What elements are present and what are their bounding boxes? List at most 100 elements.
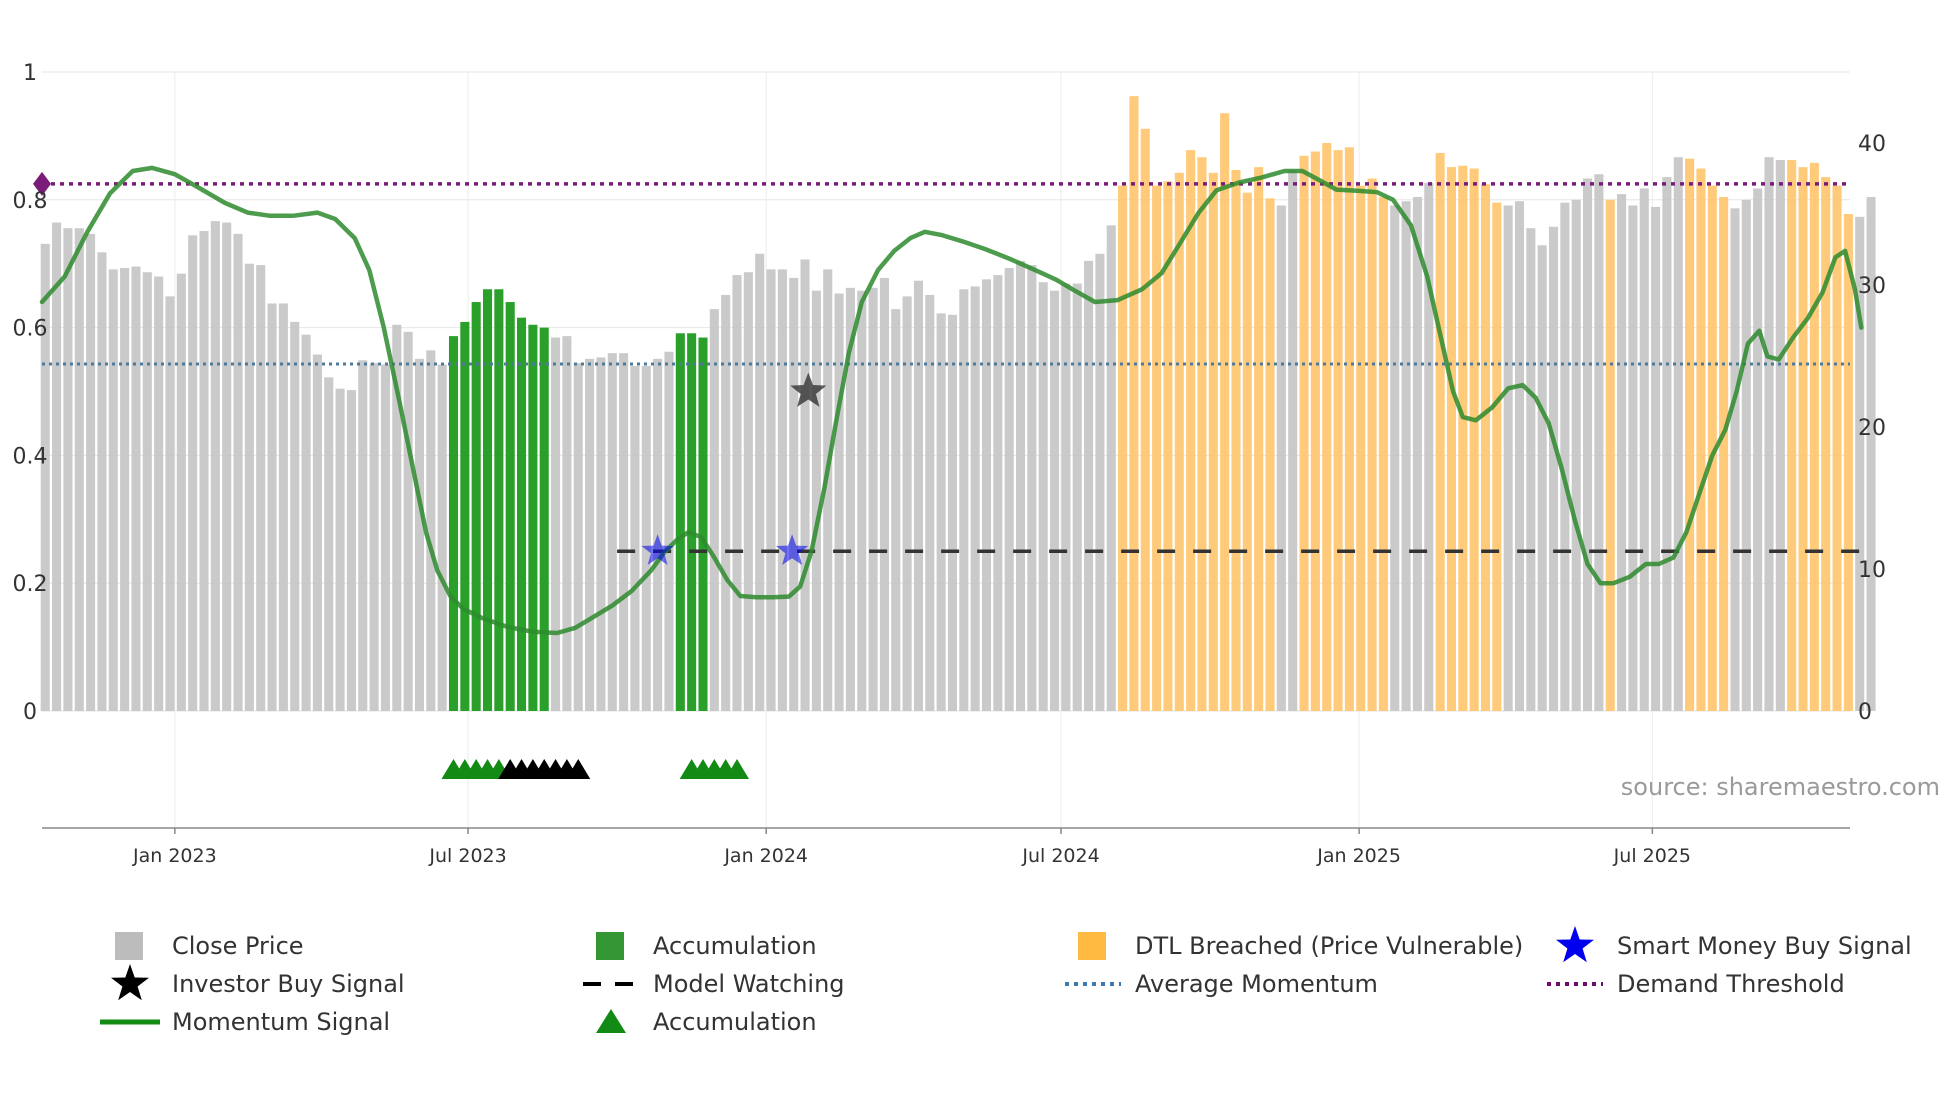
close-price-bar	[1015, 260, 1026, 711]
close-price-bar	[108, 269, 118, 711]
close-price-bar	[879, 277, 889, 711]
legend-label: DTL Breached (Price Vulnerable)	[1135, 932, 1523, 960]
close-price-bar	[210, 221, 220, 711]
close-price-bar	[1526, 228, 1536, 711]
close-price-bar	[1038, 282, 1048, 711]
close-price-bar	[562, 336, 572, 711]
close-price-bar	[1242, 192, 1252, 711]
close-price-bar	[1639, 188, 1649, 711]
close-price-bar	[1027, 265, 1037, 711]
close-price-bar	[460, 321, 470, 711]
close-price-bar	[721, 294, 731, 711]
investor-buy-star	[790, 372, 827, 407]
y-left-tick-label: 0.8	[13, 189, 48, 214]
y-left-tick-label: 1	[23, 61, 37, 86]
close-price-bar	[1344, 147, 1354, 711]
close-price-bar	[1197, 157, 1207, 711]
close-price-bar	[811, 290, 821, 711]
close-price-bar	[857, 290, 867, 711]
close-price-bar	[290, 321, 300, 711]
close-price-bar	[1004, 267, 1014, 711]
y-right-tick-label: 40	[1858, 132, 1886, 157]
legend: Close Price Accumulation DTL Breached (Pri…	[100, 926, 1912, 1036]
close-price-bar	[1560, 202, 1570, 711]
close-price-bar	[86, 233, 96, 711]
close-price-bar	[392, 324, 402, 711]
close-price-bar	[1492, 202, 1502, 711]
close-price-bar	[1583, 178, 1593, 711]
close-price-bar	[1798, 167, 1808, 711]
legend-label: Investor Buy Signal	[172, 970, 405, 998]
smart-money-buy-star	[641, 534, 674, 565]
y-left-tick-label: 0.6	[13, 317, 48, 342]
close-price-bar	[358, 360, 368, 711]
legend-item: Accumulation	[596, 1008, 817, 1036]
legend-label: Demand Threshold	[1617, 970, 1845, 998]
close-price-bar	[1673, 157, 1683, 711]
close-price-bar	[823, 269, 833, 711]
close-price-bar	[777, 269, 787, 711]
legend-item: DTL Breached (Price Vulnerable)	[1078, 932, 1523, 960]
source-label: source: sharemaestro.com	[1621, 773, 1940, 801]
close-price-bar	[573, 363, 583, 711]
reference-lines	[33, 171, 1862, 553]
close-price-bar	[1140, 128, 1150, 712]
legend-label: Smart Money Buy Signal	[1617, 932, 1912, 960]
close-price-bar	[63, 228, 73, 711]
legend-item: Demand Threshold	[1547, 970, 1845, 998]
legend-item: Smart Money Buy Signal	[1556, 926, 1912, 963]
close-price-bar	[993, 275, 1003, 711]
momentum-layer	[39, 165, 1864, 636]
close-price-bar	[675, 333, 685, 711]
close-price-bar	[1685, 158, 1695, 711]
legend-triangle-icon	[596, 1009, 626, 1033]
legend-label: Close Price	[172, 932, 304, 960]
close-price-bar	[868, 287, 878, 711]
close-price-bar	[222, 222, 232, 711]
y-right-tick-label: 0	[1858, 700, 1872, 725]
close-price-bar	[1378, 196, 1388, 711]
close-price-bar	[619, 353, 629, 711]
close-price-bar	[471, 302, 481, 711]
legend-star-icon	[111, 964, 149, 1001]
x-tick-label: Jan 2024	[723, 845, 808, 867]
close-price-bar	[244, 263, 254, 711]
legend-square-icon	[596, 932, 624, 960]
close-price-bar	[324, 377, 334, 711]
legend-item: Model Watching	[583, 970, 845, 998]
close-price-bar	[585, 358, 595, 711]
close-price-bar	[1866, 196, 1876, 711]
close-price-bar	[1741, 199, 1751, 712]
close-price-bar	[698, 337, 708, 711]
close-price-bar	[607, 353, 617, 711]
close-price-bar	[528, 324, 538, 711]
close-price-bar	[1787, 160, 1797, 712]
close-price-bar	[1390, 205, 1400, 712]
close-price-bar	[947, 314, 958, 711]
close-price-bar	[176, 273, 186, 711]
close-price-bar	[1254, 167, 1264, 711]
close-price-bar	[1152, 185, 1162, 712]
close-price-bar	[380, 364, 390, 711]
close-price-bar	[369, 363, 379, 711]
close-price-bar	[1537, 245, 1547, 712]
close-price-bar	[925, 294, 935, 711]
close-price-bar	[596, 357, 606, 711]
legend-label: Model Watching	[653, 970, 845, 998]
close-price-bar	[1265, 198, 1275, 711]
close-price-bar	[1333, 150, 1343, 712]
close-price-bar	[1299, 155, 1309, 711]
close-price-bar	[1571, 199, 1581, 712]
x-tick-label: Jul 2023	[428, 845, 506, 867]
legend-square-icon	[1078, 932, 1106, 960]
close-price-bar	[1061, 283, 1071, 711]
close-price-bar	[437, 364, 447, 711]
close-price-bar	[1129, 96, 1139, 711]
close-price-bar	[1174, 172, 1184, 711]
close-price-bar	[414, 358, 425, 711]
legend-label: Accumulation	[653, 932, 817, 960]
x-tick-label: Jan 2023	[132, 845, 217, 867]
smart-money-buy-star	[775, 534, 809, 565]
close-price-bar	[1208, 172, 1218, 711]
close-price-bar	[1458, 165, 1468, 712]
